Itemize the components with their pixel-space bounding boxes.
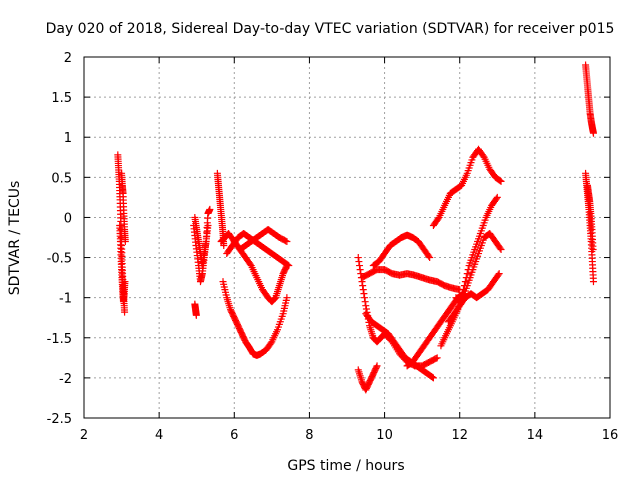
series-track-r-11.5h [429, 145, 505, 229]
data-point [206, 205, 214, 213]
series-track-q-11h [403, 290, 467, 370]
y-tick-label: -2 [59, 372, 72, 387]
data-point [433, 354, 441, 362]
data-point [360, 290, 368, 298]
data-point [361, 298, 369, 306]
data-point [121, 308, 129, 316]
series-track-u-12.6h [444, 270, 503, 326]
data-point [361, 294, 369, 302]
series-track-x-15.5h [583, 181, 597, 254]
series-track-i-6.0h [223, 229, 293, 270]
data-point [283, 262, 291, 270]
x-tick-label: 2 [80, 428, 88, 443]
data-markers [114, 61, 597, 394]
y-axis-ticks: -2.5 -2 -1.5 -1 -0.5 0 0.5 1 1.5 2 [47, 51, 610, 427]
data-point [283, 294, 291, 302]
series-track-k-6.5h [219, 278, 291, 359]
data-point [496, 244, 504, 252]
data-point [282, 237, 290, 245]
data-point [492, 195, 500, 203]
series-track-e-5.1h [191, 205, 214, 270]
y-tick-label: 1 [64, 131, 72, 146]
series-track-b-3.0h [116, 221, 129, 306]
x-tick-label: 6 [230, 428, 238, 443]
data-point [429, 374, 437, 382]
y-tick-label: 2 [64, 51, 72, 66]
data-point [282, 263, 290, 271]
x-tick-label: 8 [305, 428, 313, 443]
series-track-l-9.5h [354, 362, 381, 394]
data-point [493, 193, 501, 201]
data-point [426, 254, 434, 262]
series-track-n-10h [358, 266, 464, 294]
x-tick-label: 16 [602, 428, 619, 443]
y-axis-label: SDTVAR / TECUs [7, 181, 23, 296]
data-point [356, 262, 364, 270]
x-axis-label: GPS time / hours [287, 458, 404, 474]
series-track-p-10.5h [362, 310, 437, 382]
x-tick-label: 14 [527, 428, 544, 443]
chart-title: Day 020 of 2018, Sidereal Day-to-day VTE… [46, 21, 615, 37]
series-track-t-12.5h [452, 229, 505, 306]
data-point [354, 254, 362, 262]
data-point [494, 271, 502, 279]
y-tick-label: -2.5 [47, 412, 72, 427]
y-tick-label: -1 [59, 292, 72, 307]
y-tick-label: 0 [64, 211, 72, 226]
data-point [589, 129, 597, 137]
data-point [220, 242, 228, 250]
data-point [121, 238, 129, 246]
data-point [362, 305, 370, 313]
data-point [432, 355, 440, 363]
x-axis-ticks: 2 4 6 8 10 12 14 16 [80, 57, 618, 443]
plot-frame [83, 56, 611, 419]
data-point [463, 270, 471, 278]
x-tick-label: 10 [376, 428, 393, 443]
series-track-v-15.4h [582, 61, 597, 137]
data-point [497, 177, 505, 185]
series-track-c-3.05h [118, 169, 129, 246]
data-point [359, 286, 367, 294]
y-tick-label: -0.5 [47, 252, 72, 267]
data-point [356, 266, 364, 274]
series-track-f-4.95h [191, 300, 200, 319]
data-point [428, 373, 436, 381]
data-point [589, 278, 597, 286]
data-point [283, 238, 291, 246]
data-point [359, 282, 367, 290]
y-tick-label: 1.5 [51, 91, 72, 106]
grid-lines [84, 57, 610, 418]
x-tick-label: 4 [155, 428, 163, 443]
data-point [497, 246, 505, 254]
data-point [192, 311, 200, 319]
data-point [355, 258, 363, 266]
data-point [495, 270, 503, 278]
data-point [589, 246, 597, 254]
series-track-m-9.7h [354, 254, 441, 370]
y-tick-label: 0.5 [51, 171, 72, 186]
data-point [496, 177, 504, 185]
data-point [425, 252, 433, 260]
data-point [373, 362, 381, 370]
data-point [362, 302, 370, 310]
series-track-o-10.2h [369, 231, 434, 270]
y-tick-label: -1.5 [47, 332, 72, 347]
x-tick-label: 12 [451, 428, 468, 443]
data-point [372, 363, 380, 371]
series-track-j-6.3h [230, 238, 291, 306]
data-point [121, 278, 129, 286]
